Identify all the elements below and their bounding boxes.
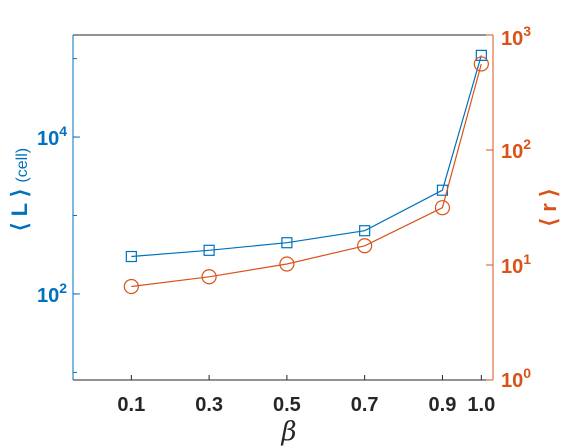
right-axis-label: ⟨ r ⟩ <box>536 189 561 227</box>
series-layer <box>123 49 489 295</box>
x-axis-label: β <box>280 417 296 447</box>
series-1-point <box>281 237 293 249</box>
series-1-point <box>475 49 487 61</box>
series-2-point <box>123 278 139 295</box>
right-axis-tick-label: 102 <box>501 136 531 163</box>
x-axis: 0.1 0.3 0.5 0.7 0.9 1.0 <box>117 375 495 416</box>
right-axis-tick-label: 101 <box>501 251 531 278</box>
x-axis-tick-label: 0.9 <box>429 394 457 416</box>
x-axis-tick-label: 1.0 <box>467 394 495 416</box>
right-axis-tick-label: 103 <box>501 23 531 50</box>
series-2-point <box>434 200 451 216</box>
series-1-point <box>203 244 215 256</box>
series-2-point <box>473 56 489 72</box>
right-y-axis: 100 101 102 103 ⟨ r ⟩ <box>486 23 561 392</box>
series-2-line <box>131 63 482 288</box>
plot-area <box>73 34 493 381</box>
series-1-point <box>359 225 371 237</box>
plot-background <box>73 35 493 380</box>
right-axis-tick-label: 100 <box>501 365 531 392</box>
series-1 <box>125 49 487 263</box>
series-1-point <box>125 250 137 263</box>
left-axis-label: ⟨ L ⟩ (cell) <box>7 148 32 231</box>
series-2 <box>123 56 489 295</box>
left-axis-tick-label: 102 <box>37 280 67 307</box>
x-axis-tick-label: 0.5 <box>273 394 301 416</box>
series-2-point <box>279 256 295 272</box>
series-2-point <box>357 238 373 254</box>
x-axis-tick-label: 0.1 <box>117 394 145 416</box>
series-1-line <box>131 55 482 258</box>
left-y-axis: 102 104⟨ L ⟩ (cell) <box>7 35 80 380</box>
x-axis-tick-label: 0.3 <box>195 394 223 416</box>
series-2-point <box>201 269 217 285</box>
x-axis-tick-label: 0.7 <box>351 394 379 416</box>
left-axis-tick-label: 104 <box>37 123 67 150</box>
